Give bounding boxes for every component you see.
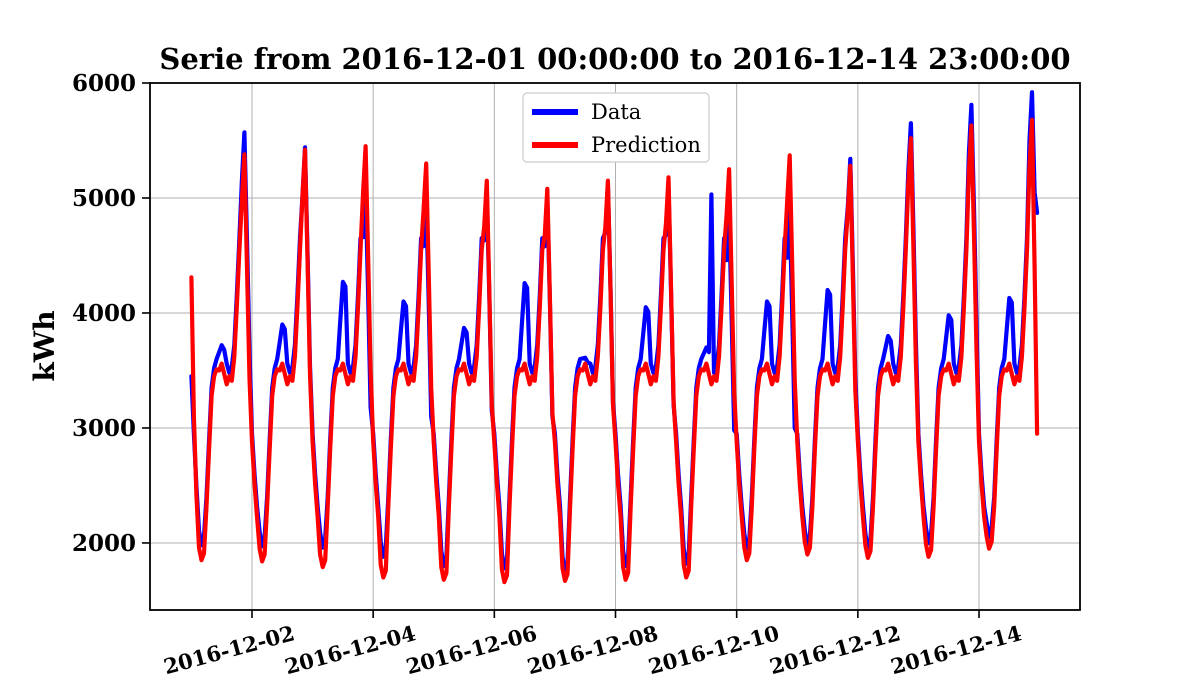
legend-label-data: Data: [591, 100, 641, 124]
legend: Data Prediction: [522, 92, 710, 163]
y-tick-label: 5000: [72, 185, 136, 212]
legend-label-prediction: Prediction: [591, 133, 701, 157]
series-layer: [189, 90, 1040, 585]
prediction-series-line: [189, 117, 1040, 585]
y-tick-label: 6000: [72, 70, 136, 97]
y-axis-label: kWh: [28, 310, 61, 381]
y-tick-label: 3000: [72, 415, 136, 442]
y-tick-label: 4000: [72, 300, 136, 327]
grid-lines: [150, 82, 1080, 610]
chart-title: Serie from 2016-12-01 00:00:00 to 2016-1…: [159, 42, 1070, 76]
y-tick-label: 2000: [72, 530, 136, 557]
